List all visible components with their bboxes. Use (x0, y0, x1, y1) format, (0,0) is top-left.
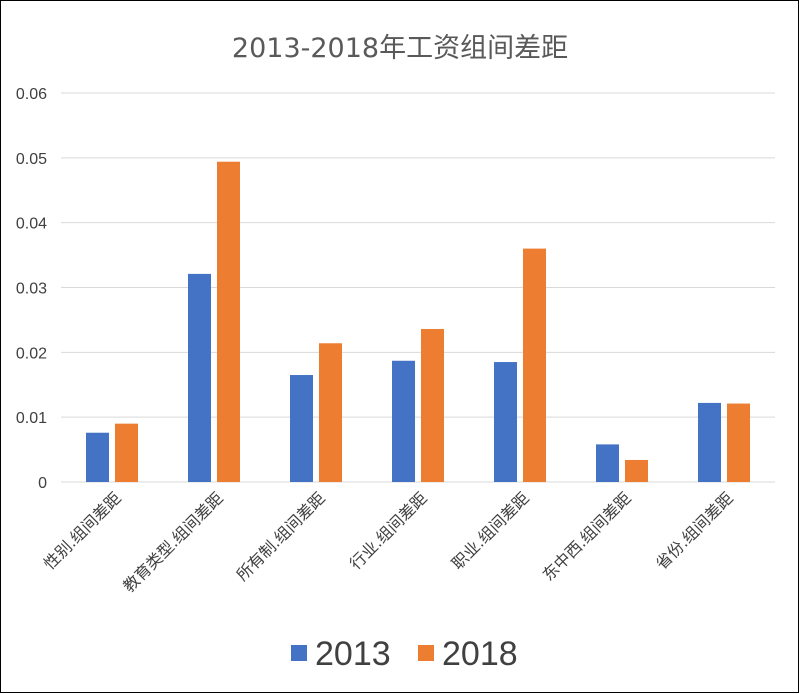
bar-2018-3 (421, 328, 444, 482)
bar-2013-0 (86, 432, 109, 482)
x-tick-label: 教育类型.组间差距 (119, 488, 227, 596)
bar-2013-5 (596, 444, 619, 482)
y-tick-label: 0.02 (16, 345, 47, 362)
bar-2018-4 (523, 248, 546, 482)
x-tick-label: 性别.组间差距 (40, 488, 125, 573)
bar-2018-2 (319, 343, 342, 482)
bar-2018-0 (115, 423, 138, 482)
x-tick-label: 行业.组间差距 (346, 488, 431, 573)
bar-2013-3 (392, 360, 415, 482)
bars (86, 161, 750, 482)
bar-2018-5 (625, 459, 648, 482)
y-tick-label: 0.03 (16, 281, 47, 298)
bar-2018-1 (217, 161, 240, 482)
bar-2013-2 (290, 375, 313, 482)
gridlines (61, 92, 775, 483)
x-tick-label: 所有制.组间差距 (233, 488, 329, 584)
bar-2013-1 (188, 273, 211, 482)
y-tick-label: 0.04 (16, 216, 47, 233)
x-tick-label: 省份.组间差距 (652, 488, 737, 573)
x-tick-label: 职业.组间差距 (448, 488, 533, 573)
bar-2013-4 (494, 362, 517, 482)
y-tick-label: 0.05 (16, 151, 47, 168)
chart-title: 2013-2018年工资组间差距 (232, 33, 568, 64)
y-tick-label: 0 (38, 475, 47, 492)
bar-2018-6 (727, 403, 750, 482)
y-tick-label: 0.01 (16, 410, 47, 427)
legend-label-2013: 2013 (315, 635, 391, 673)
legend: 2013 2018 (291, 635, 518, 673)
legend-swatch-2018 (418, 645, 434, 661)
legend-swatch-2013 (291, 645, 307, 661)
legend-label-2018: 2018 (442, 635, 518, 673)
y-tick-label: 0.06 (16, 86, 47, 103)
x-tick-label: 东中西.组间差距 (539, 488, 635, 584)
y-axis-ticks: 0 0.01 0.02 0.03 0.04 0.05 0.06 (16, 86, 47, 492)
bar-2013-6 (698, 402, 721, 482)
